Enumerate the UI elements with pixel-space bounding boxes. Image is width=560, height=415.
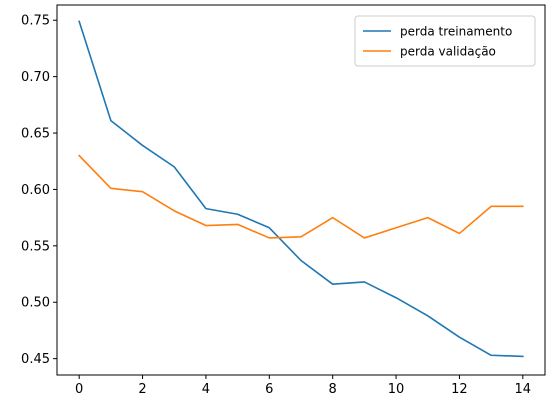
series-line-0: [78, 20, 524, 358]
series-layer: [78, 20, 524, 358]
legend-label-0: perda treinamento: [400, 25, 512, 39]
plot-frame: [56, 4, 546, 376]
y-tick-label: 0.45: [21, 352, 50, 367]
x-tick-label: 8: [329, 382, 337, 397]
legend-box: [354, 15, 536, 67]
x-tick-label: 6: [265, 382, 273, 397]
x-tick-label: 14: [515, 382, 532, 397]
x-axis: 0 2 4 6 8 10 12 14: [75, 375, 531, 397]
legend-label-1: perda validação: [400, 45, 496, 59]
y-tick-label: 0.60: [21, 183, 50, 198]
y-tick-label: 0.50: [21, 296, 50, 311]
axes-frame: [56, 4, 546, 376]
x-tick-label: 4: [202, 382, 210, 397]
x-tick-label: 2: [138, 382, 146, 397]
x-tick-label: 10: [388, 382, 405, 397]
x-tick-label: 12: [451, 382, 468, 397]
y-tick-label: 0.70: [21, 70, 50, 85]
y-tick-label: 0.55: [21, 239, 50, 254]
y-tick-label: 0.65: [21, 127, 50, 142]
y-axis: 0.45 0.50 0.55 0.60 0.65 0.70 0.75: [21, 14, 57, 367]
x-tick-label: 0: [75, 382, 83, 397]
series-line-1: [78, 154, 524, 239]
y-tick-label: 0.75: [21, 14, 50, 29]
legend: perda treinamento perda validação: [354, 15, 536, 67]
